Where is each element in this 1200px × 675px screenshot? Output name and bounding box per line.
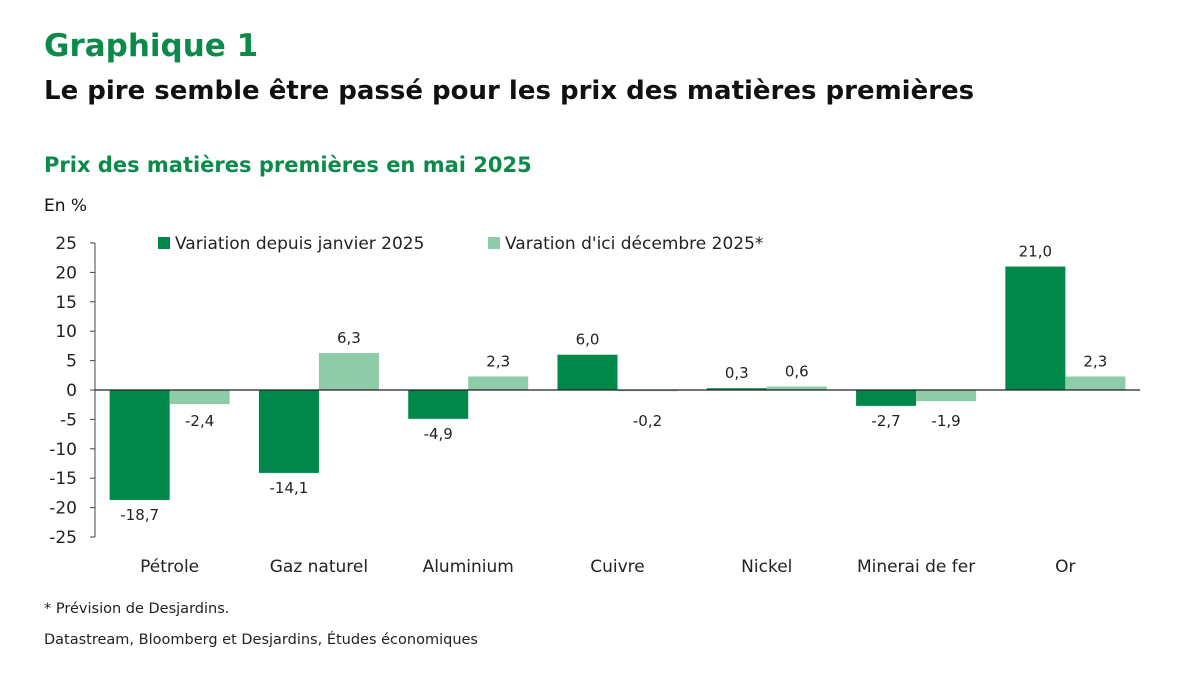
x-category-label: Minerai de fer <box>857 557 975 577</box>
data-label: -14,1 <box>270 479 309 497</box>
legend-swatch <box>158 237 170 249</box>
x-category-label: Gaz naturel <box>270 557 368 577</box>
legend-label: Varation d'ici décembre 2025* <box>505 234 763 254</box>
data-label: -18,7 <box>120 506 159 524</box>
bar-until-december <box>169 390 230 405</box>
footnote: * Prévision de Desjardins. <box>44 601 230 617</box>
bar-since-january <box>258 390 319 473</box>
bar-since-january <box>856 390 917 406</box>
x-category-label: Nickel <box>741 557 792 577</box>
page-title: Le pire semble être passé pour les prix … <box>44 76 975 106</box>
bar-since-january <box>109 390 170 500</box>
x-category-label: Aluminium <box>423 557 514 577</box>
source-note: Datastream, Bloomberg et Desjardins, Étu… <box>44 632 478 648</box>
data-label: -2,4 <box>185 412 214 430</box>
bar-until-december <box>468 376 529 390</box>
bar-since-january <box>557 354 618 390</box>
y-tick-label: 10 <box>55 322 77 342</box>
y-tick-label: -20 <box>49 499 77 519</box>
data-label: -2,7 <box>871 412 900 430</box>
bar-until-december <box>766 386 827 390</box>
x-category-label: Or <box>1055 557 1075 577</box>
y-tick-label: -15 <box>49 469 77 489</box>
chart-label: Graphique 1 <box>44 28 259 64</box>
data-label: -1,9 <box>931 412 960 430</box>
y-tick-label: 25 <box>55 234 77 254</box>
bar-since-january <box>1005 266 1066 390</box>
data-label: 2,3 <box>1083 352 1107 370</box>
legend-label: Variation depuis janvier 2025 <box>175 234 424 254</box>
data-label: 6,3 <box>337 329 361 347</box>
bar-until-december <box>318 352 379 390</box>
bar-since-january <box>706 388 767 390</box>
data-label: 6,0 <box>576 331 600 349</box>
y-tick-label: 20 <box>55 263 77 283</box>
y-tick-label: 5 <box>66 352 77 372</box>
bar-until-december <box>1065 376 1126 390</box>
data-label: 0,6 <box>785 362 809 380</box>
y-tick-label: 0 <box>66 381 77 401</box>
data-label: -0,2 <box>633 412 662 430</box>
y-tick-label: -5 <box>60 410 77 430</box>
y-tick-label: -10 <box>49 440 77 460</box>
legend-swatch <box>488 237 500 249</box>
y-tick-label: 15 <box>55 293 77 313</box>
bar-until-december <box>916 390 977 402</box>
x-category-label: Cuivre <box>590 557 645 577</box>
y-tick-label: -25 <box>49 528 77 548</box>
y-axis-label: En % <box>44 196 88 216</box>
data-label: 0,3 <box>725 364 749 382</box>
chart-title: Prix des matières premières en mai 2025 <box>44 153 532 177</box>
bar-since-january <box>408 390 469 419</box>
data-label: -4,9 <box>424 425 453 443</box>
data-label: 21,0 <box>1019 243 1052 261</box>
data-label: 2,3 <box>486 352 510 370</box>
x-category-label: Pétrole <box>140 557 199 577</box>
